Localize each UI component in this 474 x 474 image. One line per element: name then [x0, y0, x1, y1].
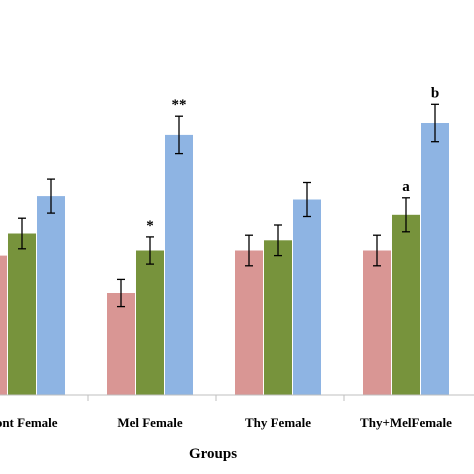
- bar-1-0: [107, 293, 135, 395]
- bar-2-0: [235, 250, 263, 395]
- error-bar-3-2: [431, 103, 439, 143]
- bar-0-1: [8, 233, 36, 395]
- error-bar-2-0: [245, 234, 253, 267]
- bar-1-2: [165, 134, 193, 395]
- error-bar-3-1: [402, 197, 410, 233]
- bar-0-0: [0, 255, 7, 395]
- error-bar-0-2: [47, 178, 55, 214]
- category-label-0: Cont Female: [0, 415, 58, 430]
- error-bar-1-2: [175, 115, 183, 155]
- bar-2-1: [264, 240, 292, 395]
- x-axis-tick-labels: Cont Female Mel Female Thy Female Thy+MelFe…: [0, 415, 452, 430]
- error-bar-3-0: [373, 234, 381, 267]
- significance-label-1: **: [172, 97, 187, 113]
- bar-3-0: [363, 250, 391, 395]
- bar-2-2: [293, 199, 321, 395]
- significance-label-2: a: [402, 179, 410, 195]
- error-bar-2-2: [303, 181, 311, 218]
- error-bar-0-1: [18, 217, 26, 250]
- bar-3-1: [392, 214, 420, 395]
- error-bar-1-1: [146, 236, 154, 265]
- category-label-3: Thy+MelFemale: [360, 415, 452, 430]
- error-bar-1-0: [117, 278, 125, 308]
- bar-3-2: [421, 123, 449, 395]
- significance-label-3: b: [431, 85, 439, 101]
- x-axis-title: Groups: [189, 446, 237, 462]
- bars-layer: ***ab: [0, 85, 449, 395]
- significance-label-0: *: [146, 218, 154, 234]
- bar-1-1: [136, 250, 164, 395]
- bar-0-2: [37, 196, 65, 395]
- error-bar-2-1: [274, 224, 282, 257]
- x-axis-ticks: [87, 395, 345, 401]
- category-label-1: Mel Female: [117, 415, 183, 430]
- category-label-2: Thy Female: [245, 415, 311, 430]
